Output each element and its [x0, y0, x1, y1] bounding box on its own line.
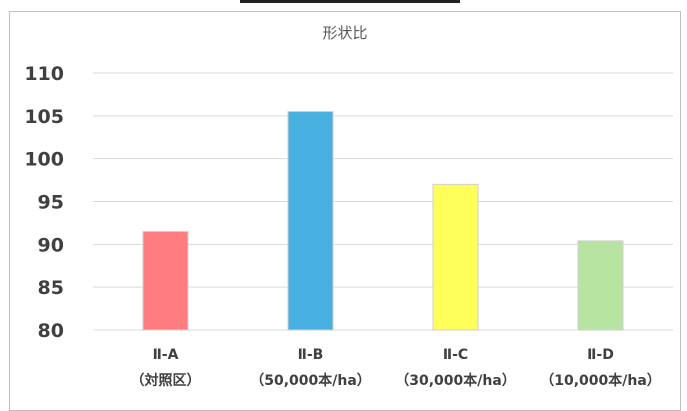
- chart-frame: [9, 11, 681, 411]
- y-tick-label: 90: [38, 234, 64, 256]
- gridlines: [93, 72, 673, 331]
- y-tick-label: 100: [24, 149, 64, 171]
- chart-title: 形状比: [322, 24, 367, 42]
- x-axis-ticks: Ⅱ-A （対照区） Ⅱ-B （50,000本/ha） Ⅱ-C （30,000本/ha） Ⅱ-…: [131, 347, 661, 389]
- x-tick-sublabel: （50,000本/ha）: [250, 372, 371, 389]
- y-tick-label: 85: [38, 277, 64, 299]
- x-tick-sublabel: （10,000本/ha）: [540, 372, 661, 389]
- bar: [432, 183, 479, 331]
- y-tick-label: 105: [24, 106, 64, 128]
- bars: [142, 111, 624, 331]
- x-tick-label: Ⅱ-A: [153, 347, 179, 363]
- bar: [577, 240, 624, 331]
- y-tick-label: 80: [38, 320, 64, 342]
- y-tick-label: 110: [24, 63, 64, 85]
- bar: [142, 230, 189, 331]
- y-axis-ticks: 80 85 90 95 100 105 110: [24, 63, 64, 342]
- x-tick-label: Ⅱ-B: [298, 347, 324, 363]
- bar: [287, 111, 334, 331]
- x-tick-label: Ⅱ-C: [443, 347, 468, 363]
- x-tick-label: Ⅱ-D: [587, 347, 614, 363]
- y-tick-label: 95: [38, 192, 64, 214]
- x-tick-sublabel: （30,000本/ha）: [395, 372, 516, 389]
- top-caption-fragment: [240, 0, 460, 3]
- x-tick-sublabel: （対照区）: [131, 372, 201, 389]
